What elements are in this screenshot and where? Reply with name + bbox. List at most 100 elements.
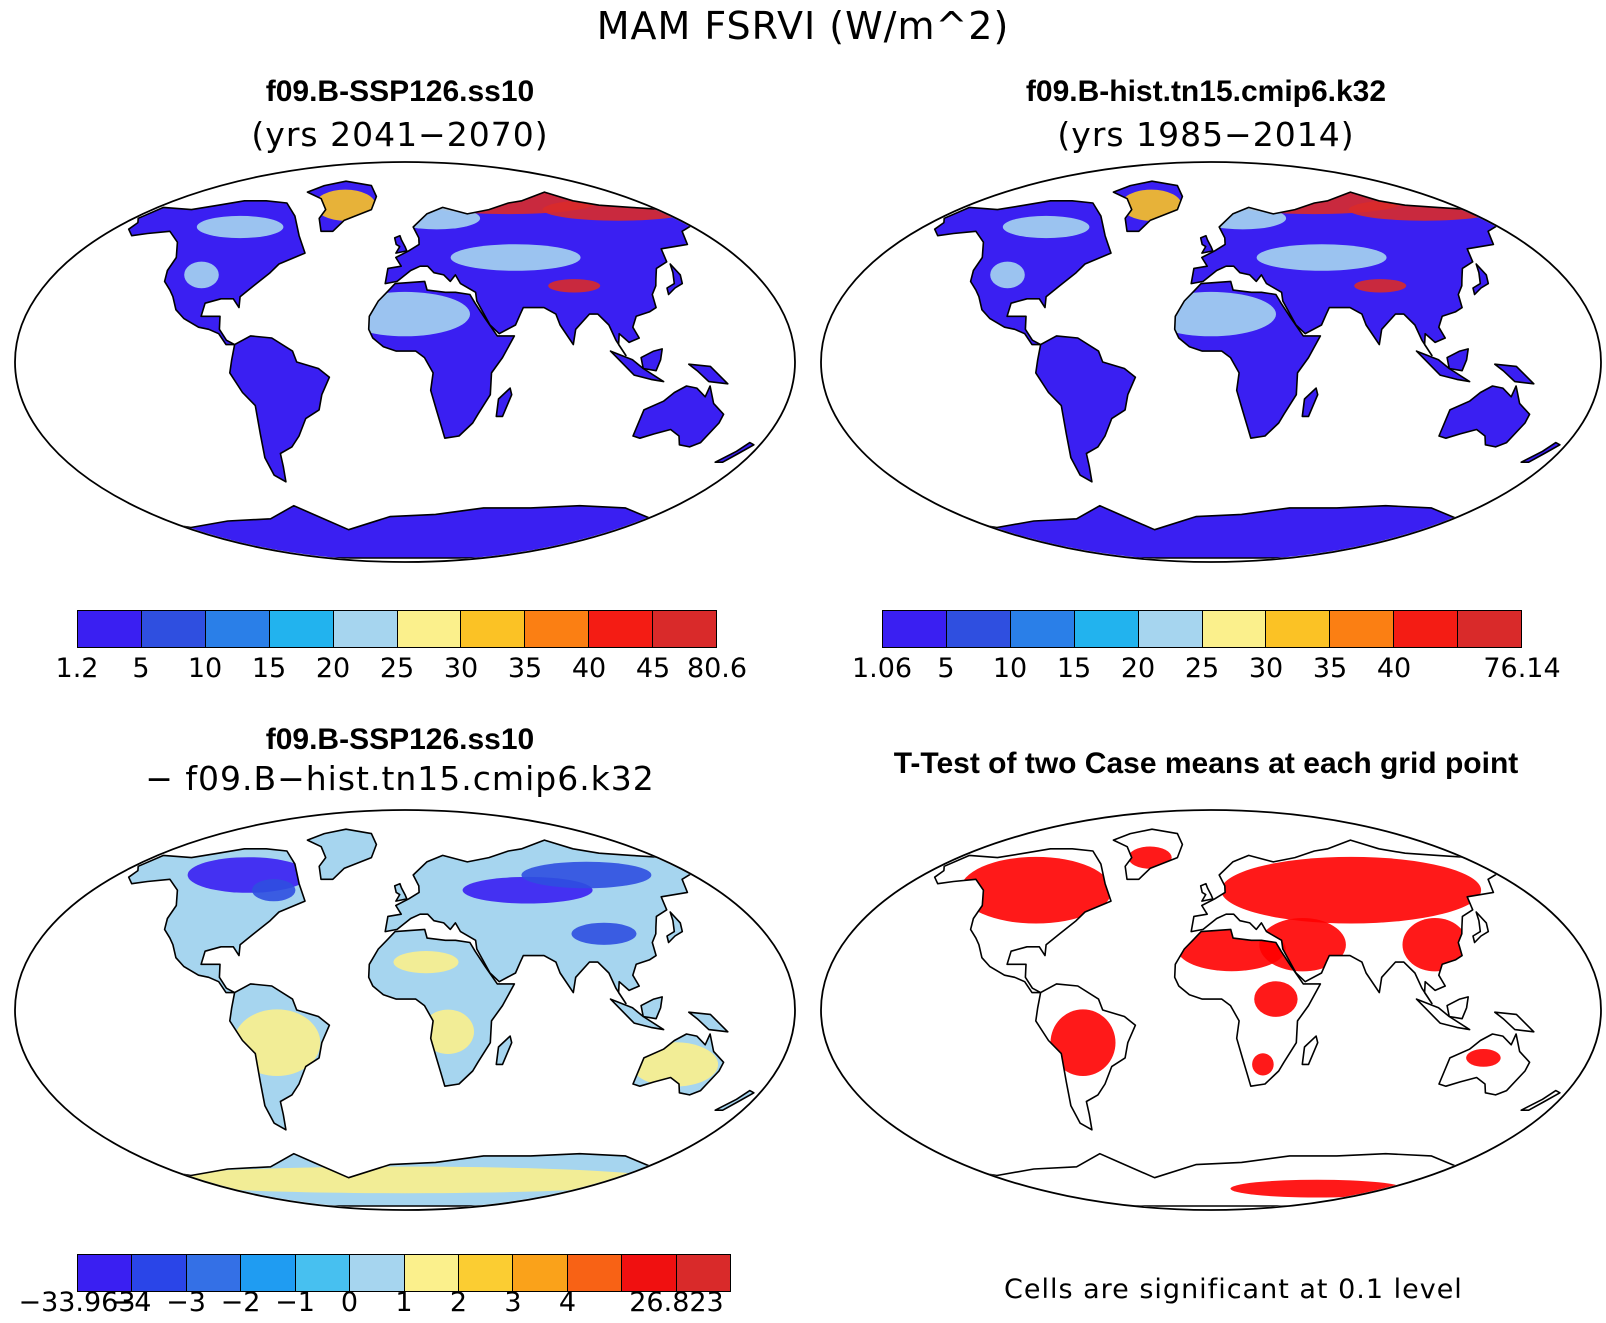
field-patch: [1254, 981, 1298, 1017]
colorbar-tick-label: 40: [1376, 653, 1412, 684]
colorbar-tick-label: 80.6: [686, 653, 748, 684]
coastline-southAmerica: [1035, 983, 1137, 1131]
panel-subtitle-bottom-left: − f09.B−hist.tn15.cmip6.k32: [145, 759, 655, 798]
colorbar-top-right: [882, 610, 1522, 648]
coastline-africa: [367, 928, 516, 1088]
field-patch: [1259, 918, 1346, 972]
coastline-greenland: [306, 180, 378, 233]
colorbar-cell: [241, 1255, 296, 1291]
land-madagascar: [496, 388, 512, 417]
colorbar-tick-label: 25: [379, 653, 415, 684]
land-eurasia: [385, 192, 697, 356]
map-frame: [820, 161, 1602, 563]
land-japan: [1473, 264, 1489, 295]
land-madagascar: [1302, 1036, 1318, 1065]
colorbar-cell: [676, 1255, 731, 1291]
colorbar-tick-label: 20: [315, 653, 351, 684]
colorbar-tick-label: 10: [187, 653, 223, 684]
field-patch: [548, 279, 601, 293]
land-madagascar: [496, 1036, 512, 1065]
panel-title-bottom-right: T-Test of two Case means at each grid po…: [893, 747, 1519, 780]
colorbar-tick-label: 1.2: [55, 653, 99, 684]
colorbar-tick-label: 4: [558, 1287, 577, 1318]
field-patch: [571, 922, 637, 945]
coastline-newguinea: [687, 363, 729, 385]
panel-title-bottom-left: f09.B-SSP126.ss10: [265, 723, 535, 756]
field-patch: [1252, 1053, 1274, 1076]
field-patch: [422, 1009, 474, 1054]
land-borneo: [1447, 348, 1469, 371]
coastline-borneo: [1446, 996, 1470, 1020]
colorbar-cell: [186, 1255, 242, 1291]
colorbar-cell: [350, 1255, 405, 1291]
land-australia: [633, 386, 724, 447]
field-patch: [1146, 291, 1276, 337]
colorbar-tick-label: 1: [395, 1287, 413, 1318]
coastline-borneo: [1446, 348, 1470, 372]
land-britain: [1200, 235, 1213, 254]
coastline-nz: [1520, 1089, 1561, 1112]
colorbar-tick-label: 30: [1248, 653, 1284, 684]
field-patch: [252, 879, 296, 902]
colorbar-cell: [1202, 611, 1267, 647]
colorbar-tick-label: −3: [166, 1287, 206, 1318]
field-patch: [1256, 244, 1387, 271]
colorbar-cell: [513, 1255, 568, 1291]
coastline-japan: [1472, 263, 1490, 296]
coastline-northAmerica: [127, 199, 306, 346]
field-patch: [1002, 215, 1090, 239]
colorbar-bottom-left: [77, 1254, 731, 1292]
colorbar-tick-label: −33.963: [18, 1287, 136, 1318]
land-borneo: [641, 996, 663, 1019]
land-antarctica: [136, 505, 663, 558]
colorbar-tick-label: −2: [220, 1287, 261, 1318]
colorbar-tick-label: 26.823: [629, 1287, 724, 1318]
coastline-africa: [367, 280, 516, 440]
coastline-nz: [714, 1089, 755, 1112]
colorbar-tick-label: 15: [251, 653, 287, 684]
colorbar-labels-top-right: 1.06 5 10 15 20 25 30 35 40 76.14: [852, 653, 1561, 687]
colorbar-cell: [883, 611, 947, 647]
colorbar-cell: [269, 611, 334, 647]
colorbar-cell: [525, 611, 590, 647]
colorbar-tick-label: 30: [443, 653, 479, 684]
field-patch: [340, 291, 470, 337]
colorbar-cell: [205, 611, 270, 647]
field-patch: [1466, 1049, 1501, 1067]
coastline-indonesia: [1415, 998, 1471, 1031]
land-japan: [1473, 912, 1489, 943]
colorbar-cell: [141, 611, 206, 647]
significance-note: Cells are significant at 0.1 level: [1004, 1274, 1463, 1305]
panel-title-top-left: f09.B-SSP126.ss10: [265, 75, 535, 108]
land-japan: [667, 264, 683, 295]
coastline-southAmerica: [229, 335, 331, 483]
field-patch: [315, 189, 376, 221]
colorbar-cell: [1010, 611, 1075, 647]
colorbar-cell: [132, 1255, 187, 1291]
coastline-borneo: [640, 996, 664, 1020]
colorbar-cell: [567, 1255, 623, 1291]
land-southAmerica: [229, 335, 330, 482]
colorbar-cell: [622, 1255, 677, 1291]
coastline-indonesia: [609, 998, 665, 1031]
land-australia: [1439, 386, 1530, 447]
land-antarctica: [942, 505, 1468, 558]
coastline-madagascar: [1301, 387, 1319, 418]
coastline-southAmerica: [229, 983, 331, 1131]
colorbar-tick-label: 15: [1056, 653, 1092, 684]
colorbar-tick-label: −4: [111, 1287, 152, 1318]
coastline-borneo: [640, 348, 664, 372]
land-eurasia: [1191, 192, 1503, 356]
coastline-newguinea: [1493, 363, 1535, 385]
colorbar-cell: [461, 611, 526, 647]
land-borneo: [641, 348, 663, 371]
land-borneo: [1447, 996, 1469, 1019]
field-patch: [542, 198, 695, 221]
colorbar-cell: [404, 1255, 459, 1291]
coastline-eurasia: [1190, 191, 1504, 357]
coastline-australia: [1438, 1033, 1531, 1096]
coastline-eurasia: [1190, 839, 1504, 1005]
coastline-japan: [666, 911, 684, 944]
field-patch: [521, 861, 652, 889]
land-newguinea: [1494, 364, 1534, 384]
